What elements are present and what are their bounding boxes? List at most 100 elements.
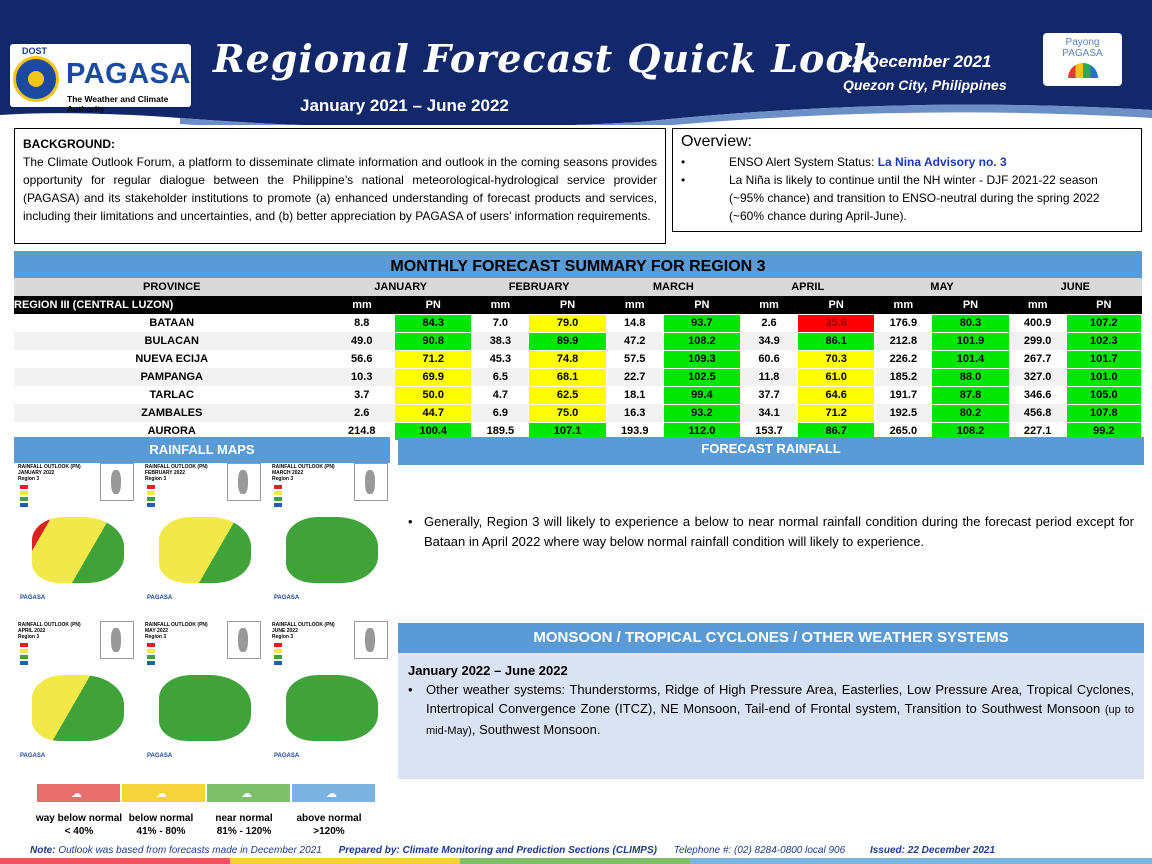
table-row: NUEVA ECIJA 56.6 71.2 45.3 74.8 57.5 109.3 60.6…: [14, 349, 1143, 369]
legend-bar: ☁: [207, 784, 290, 802]
rainfall-map: RAINFALL OUTLOOK (PN) APRIL 2022 Region 3 P…: [16, 621, 138, 776]
rainfall-map: RAINFALL OUTLOOK (PN) MAY 2022 Region 3 PAG…: [143, 621, 265, 776]
overview-item-lanina: La Niña is likely to continue until the …: [681, 171, 1133, 225]
pn-value: 71.2: [797, 403, 876, 423]
pn-value: 102.3: [1065, 331, 1143, 351]
footer-stripe-red: [0, 858, 230, 864]
legend-swatch-blue: [274, 661, 282, 665]
page-period: January 2021 – June 2022: [300, 96, 509, 115]
legend-swatch-green: [274, 655, 282, 659]
map-footer-logo: PAGASA: [147, 595, 173, 601]
map-title-line3: Region 3: [272, 634, 294, 640]
pn-header: PN: [528, 296, 607, 314]
mm-value: 176.9: [874, 314, 932, 332]
map-title: RAINFALL OUTLOOK (PN) MARCH 2022 Region 3: [272, 464, 335, 482]
legend-bar: ☁: [122, 784, 205, 802]
pn-value: 108.2: [931, 421, 1010, 441]
forecast-rainfall-panel: Generally, Region 3 will likely to exper…: [398, 466, 1144, 620]
mm-header: mm: [1009, 296, 1067, 314]
umbrella-icon: [1067, 63, 1098, 78]
pn-value: 44.7: [394, 403, 473, 423]
map-title-line3: Region 3: [145, 476, 167, 482]
map-title-line3: Region 3: [272, 476, 294, 482]
pn-value: 107.2: [1065, 313, 1143, 333]
map-title-line3: Region 3: [18, 476, 40, 482]
legend-swatch-green: [20, 497, 28, 501]
note-text: Outlook was based from forecasts made in…: [55, 845, 322, 856]
map-title-line1: RAINFALL OUTLOOK (PN): [18, 464, 81, 470]
mm-value: 346.6: [1009, 386, 1067, 404]
overview-title: Overview:: [681, 133, 753, 150]
map-footer-logo: PAGASA: [147, 753, 173, 759]
footer-stripe-yellow: [230, 858, 460, 864]
pn-value: 75.0: [528, 403, 607, 423]
mm-value: 2.6: [740, 314, 798, 332]
mm-value: 214.8: [329, 422, 395, 440]
overview-list: ENSO Alert System Status: La Nina Adviso…: [681, 153, 1133, 225]
region-map-shape: [159, 517, 251, 583]
legend-swatch-yellow: [20, 491, 28, 495]
pn-value: 71.2: [394, 349, 473, 369]
month-header: FEBRUARY: [471, 278, 607, 296]
legend-label: above normal >120%: [284, 812, 374, 838]
rainfall-map: RAINFALL OUTLOOK (PN) JANUARY 2022 Region …: [16, 463, 138, 618]
pn-value: 101.4: [931, 349, 1010, 369]
pn-header: PN: [1066, 296, 1142, 314]
legend-swatch-yellow: [20, 649, 28, 653]
pn-value: 93.2: [662, 403, 742, 423]
map-legend: [147, 641, 175, 671]
mm-value: 8.8: [329, 314, 395, 332]
monsoon-text: Other weather systems: Thunderstorms, Ri…: [408, 680, 1134, 741]
map-title-line2: MARCH 2022: [272, 470, 304, 476]
mm-header: mm: [329, 296, 395, 314]
location-map-inset: [100, 463, 134, 501]
enso-status-label: ENSO Alert System Status:: [729, 155, 878, 169]
table-row: AURORA 214.8 100.4 189.5 107.1 193.9 112.0 153.…: [14, 421, 1143, 441]
legend-label: near normal 81% - 120%: [199, 812, 289, 838]
map-footer-logo: PAGASA: [274, 753, 300, 759]
pn-header: PN: [394, 296, 472, 314]
legend-bar: ☁: [37, 784, 120, 802]
pn-value: 88.0: [931, 367, 1010, 387]
region-map-shape: [159, 675, 251, 741]
forecast-table: PROVINCE JANUARY FEBRUARY MARCH APRIL MAY JUN…: [14, 278, 1143, 441]
map-title: RAINFALL OUTLOOK (PN) MAY 2022 Region 3: [145, 622, 208, 640]
overview-section: Overview: ENSO Alert System Status: La N…: [672, 128, 1142, 232]
payong-line2: PAGASA: [1062, 48, 1103, 59]
rainfall-map: RAINFALL OUTLOOK (PN) MARCH 2022 Region 3 P…: [270, 463, 392, 618]
mm-value: 185.2: [874, 368, 932, 386]
pn-value: 79.0: [528, 313, 607, 333]
legend-swatch-yellow: [147, 491, 155, 495]
header-banner: DOST PAGASA The Weather and Climate Auth…: [0, 0, 1152, 125]
mm-value: 7.0: [471, 314, 529, 332]
mm-header: mm: [606, 296, 664, 314]
mm-value: 38.3: [471, 332, 529, 350]
map-title-line1: RAINFALL OUTLOOK (PN): [272, 464, 335, 470]
pn-value: 86.1: [797, 331, 876, 351]
issue-date: 22 December 2021: [843, 52, 992, 71]
pn-value: 87.8: [931, 385, 1010, 405]
summary-title: MONTHLY FORECAST SUMMARY FOR REGION 3: [14, 251, 1142, 278]
legend-swatch-yellow: [147, 649, 155, 653]
map-title-line1: RAINFALL OUTLOOK (PN): [145, 622, 208, 628]
mm-value: 6.9: [471, 404, 529, 422]
legend-swatch-red: [274, 485, 282, 489]
telephone: Telephone #: (02) 8284-0800 local 906: [673, 845, 846, 856]
map-footer-logo: PAGASA: [20, 753, 46, 759]
map-title-line2: FEBRUARY 2022: [145, 470, 186, 476]
mm-header: mm: [874, 296, 932, 314]
table-row: BATAAN 8.8 84.3 7.0 79.0 14.8 93.7 2.6 35.6 176.9…: [14, 313, 1143, 333]
mm-value: 47.2: [606, 332, 664, 350]
mm-value: 227.1: [1009, 422, 1067, 440]
legend-swatch-red: [20, 485, 28, 489]
table-row: TARLAC 3.7 50.0 4.7 62.5 18.1 99.4 37.7 64.6 191.…: [14, 385, 1143, 405]
mm-value: 22.7: [606, 368, 664, 386]
province-name: BULACAN: [14, 332, 330, 350]
legend-category: below normal: [128, 813, 194, 824]
mm-value: 10.3: [329, 368, 395, 386]
legend-range: >120%: [313, 826, 345, 837]
mm-value: 3.7: [329, 386, 395, 404]
mm-value: 153.7: [740, 422, 798, 440]
pn-value: 86.7: [797, 421, 876, 441]
pn-value: 101.7: [1065, 349, 1143, 369]
